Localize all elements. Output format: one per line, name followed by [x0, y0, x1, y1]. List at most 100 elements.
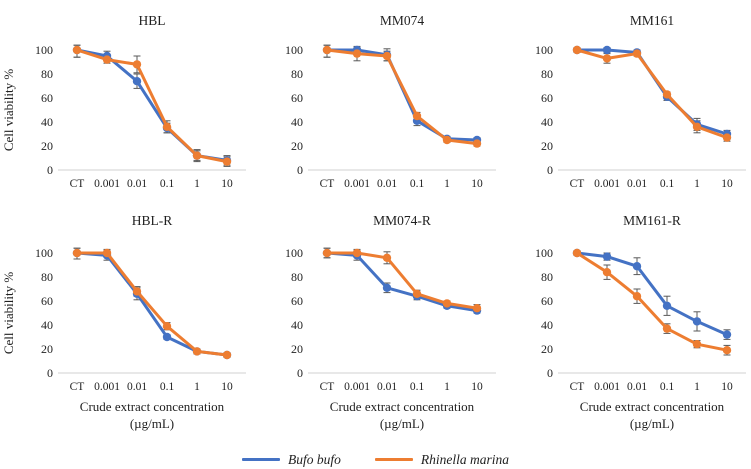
svg-text:CT: CT	[320, 381, 335, 393]
series-line-bufo-bufo	[575, 48, 729, 136]
svg-text:0.1: 0.1	[160, 381, 175, 393]
series-line-rhinella-marina	[325, 251, 479, 310]
svg-text:60: 60	[291, 91, 303, 105]
svg-text:20: 20	[41, 342, 53, 356]
svg-text:1: 1	[694, 381, 700, 393]
series-line-rhinella-marina	[75, 48, 229, 164]
svg-text:100: 100	[35, 43, 53, 57]
svg-text:0.001: 0.001	[344, 178, 370, 190]
svg-text:0.1: 0.1	[160, 178, 175, 190]
chart-svg-hbl-r: HBL-R 0 20 40 60 80 100 CT 0.001 0.01 0.1 1 10 Cell v…	[1, 213, 246, 431]
svg-text:0.1: 0.1	[660, 178, 675, 190]
y-axis-ticks: 0 20 40 60 80 100	[35, 43, 53, 177]
series-line-bufo-bufo	[575, 251, 729, 337]
svg-text:0.001: 0.001	[594, 178, 620, 190]
series-markers-rhinella-marina	[572, 248, 732, 355]
svg-text:10: 10	[221, 381, 233, 393]
svg-text:CT: CT	[70, 381, 85, 393]
x-axis-ticks: CT 0.001 0.01 0.1 1 10	[70, 381, 233, 393]
svg-text:20: 20	[541, 342, 553, 356]
series-markers-bufo-bufo	[572, 45, 732, 139]
svg-text:10: 10	[221, 178, 233, 190]
chart-mm161-r: MM161-R 0 20 40 60 80 100 CT 0.001 0.01 0.1 1 10 Crud…	[500, 205, 750, 450]
chart-row-top: HBL 0 20 40 60 80 100 CT 0.001 0.01 0.1 1 10 Cell via…	[0, 5, 751, 205]
legend-line-blue	[242, 458, 280, 461]
series-line-rhinella-marina	[75, 251, 229, 357]
x-axis-label-line2: (µg/mL)	[380, 416, 424, 431]
legend: Bufo bufo Rhinella marina	[0, 450, 751, 469]
svg-text:100: 100	[35, 246, 53, 260]
svg-text:20: 20	[291, 342, 303, 356]
x-axis-ticks: CT 0.001 0.01 0.1 1 10	[320, 381, 483, 393]
error-bars-bufo-bufo	[323, 44, 481, 143]
chart-mm074: MM074 0 20 40 60 80 100 CT 0.001 0.01 0.1 1 10	[250, 5, 500, 205]
svg-text:0: 0	[547, 163, 553, 177]
svg-text:0.001: 0.001	[94, 178, 120, 190]
svg-text:60: 60	[291, 294, 303, 308]
svg-text:0.01: 0.01	[627, 381, 647, 393]
svg-text:0.001: 0.001	[94, 381, 120, 393]
y-axis-label: Cell viability %	[1, 272, 16, 354]
svg-text:CT: CT	[570, 178, 585, 190]
x-axis-ticks: CT 0.001 0.01 0.1 1 10	[570, 381, 733, 393]
svg-text:0: 0	[297, 163, 303, 177]
svg-text:0.01: 0.01	[377, 381, 397, 393]
svg-text:0.001: 0.001	[594, 381, 620, 393]
svg-text:20: 20	[541, 139, 553, 153]
series-line-bufo-bufo	[75, 251, 229, 357]
svg-text:100: 100	[535, 246, 553, 260]
svg-text:CT: CT	[570, 381, 585, 393]
series-markers-rhinella-marina	[322, 45, 482, 148]
series-line-rhinella-marina	[575, 48, 729, 140]
chart-svg-mm161: MM161 0 20 40 60 80 100 CT 0.001 0.01 0.1 1 10	[535, 13, 746, 190]
x-axis-label-line1: Crude extract concentration	[80, 399, 225, 414]
x-axis-ticks: CT 0.001 0.01 0.1 1 10	[570, 178, 733, 190]
svg-text:40: 40	[541, 115, 553, 129]
svg-text:80: 80	[541, 67, 553, 81]
error-bars-bufo-bufo	[323, 247, 481, 314]
series-markers-rhinella-marina	[322, 248, 482, 313]
chart-svg-mm074: MM074 0 20 40 60 80 100 CT 0.001 0.01 0.1 1 10	[285, 13, 496, 190]
chart-mm161: MM161 0 20 40 60 80 100 CT 0.001 0.01 0.1 1 10	[500, 5, 750, 205]
chart-title: MM161-R	[623, 213, 681, 228]
error-bars-rhinella-marina	[323, 44, 481, 147]
svg-text:100: 100	[535, 43, 553, 57]
svg-text:10: 10	[471, 178, 483, 190]
svg-text:1: 1	[194, 381, 200, 393]
svg-text:100: 100	[285, 43, 303, 57]
x-axis-label-line2: (µg/mL)	[130, 416, 174, 431]
chart-hbl: HBL 0 20 40 60 80 100 CT 0.001 0.01 0.1 1 10 Cell via…	[0, 5, 250, 205]
svg-text:40: 40	[41, 115, 53, 129]
series-markers-rhinella-marina	[72, 248, 232, 360]
error-bars-bufo-bufo	[573, 47, 731, 139]
chart-svg-mm161-r: MM161-R 0 20 40 60 80 100 CT 0.001 0.01 0.1 1 10 Crud…	[535, 213, 746, 431]
svg-text:80: 80	[291, 67, 303, 81]
svg-text:CT: CT	[320, 178, 335, 190]
svg-text:80: 80	[541, 270, 553, 284]
svg-text:100: 100	[285, 246, 303, 260]
svg-text:1: 1	[694, 178, 700, 190]
error-bars-rhinella-marina	[73, 247, 231, 358]
svg-text:10: 10	[721, 381, 733, 393]
svg-text:0.1: 0.1	[660, 381, 675, 393]
svg-text:0.01: 0.01	[127, 178, 147, 190]
svg-text:1: 1	[444, 381, 450, 393]
svg-text:20: 20	[291, 139, 303, 153]
svg-text:0: 0	[47, 163, 53, 177]
series-line-bufo-bufo	[325, 48, 479, 142]
y-axis-ticks: 0 20 40 60 80 100	[535, 246, 553, 380]
legend-item-rhinella-marina: Rhinella marina	[374, 452, 509, 468]
series-line-rhinella-marina	[325, 48, 479, 146]
legend-item-bufo-bufo: Bufo bufo	[242, 452, 341, 468]
svg-text:40: 40	[541, 318, 553, 332]
y-axis-label: Cell viability %	[1, 69, 16, 151]
y-axis-ticks: 0 20 40 60 80 100	[35, 246, 53, 380]
svg-text:0: 0	[297, 366, 303, 380]
chart-row-bottom: HBL-R 0 20 40 60 80 100 CT 0.001 0.01 0.1 1 10 Cell v…	[0, 205, 751, 450]
svg-text:0.01: 0.01	[627, 178, 647, 190]
svg-text:0.01: 0.01	[377, 178, 397, 190]
x-axis-label-line2: (µg/mL)	[630, 416, 674, 431]
series-markers-rhinella-marina	[72, 45, 232, 166]
error-bars-rhinella-marina	[323, 247, 481, 313]
series-markers-bufo-bufo	[322, 45, 482, 145]
